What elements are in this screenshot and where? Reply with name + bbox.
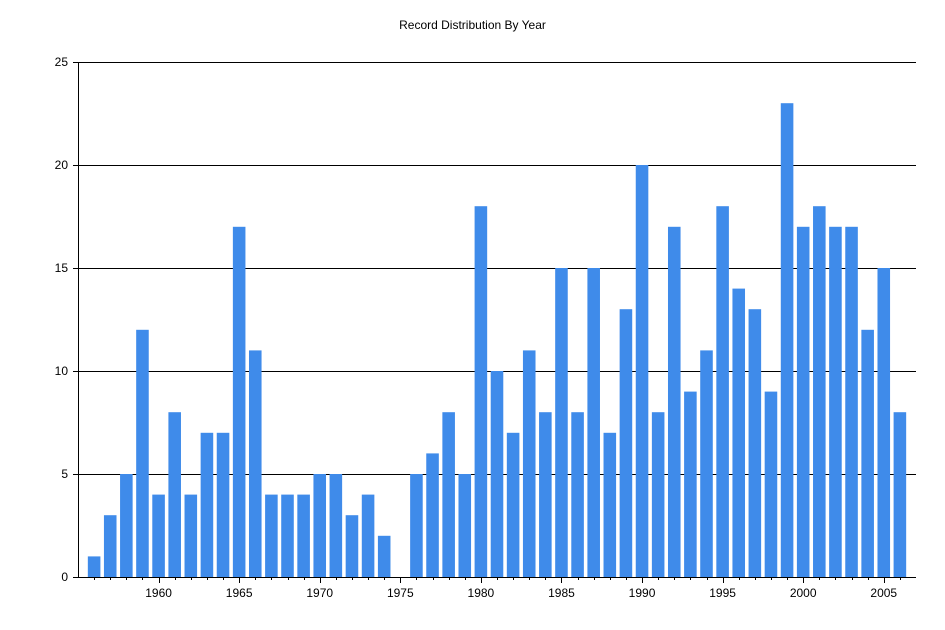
bar: [684, 391, 697, 577]
x-tick-label: 1975: [387, 586, 414, 600]
bar: [200, 432, 214, 577]
bar: [232, 226, 246, 578]
bar: [426, 453, 439, 577]
bar: [748, 309, 762, 577]
bar: [377, 535, 391, 577]
x-tick-label: 1980: [468, 586, 495, 600]
bar: [700, 350, 713, 577]
bar: [103, 515, 117, 577]
bar: [297, 494, 310, 577]
y-tick-label: 5: [61, 467, 68, 481]
bar: [845, 226, 858, 578]
bar: [329, 474, 343, 577]
bar: [732, 288, 746, 577]
bar: [635, 165, 649, 577]
bar: [587, 268, 600, 577]
bar: [216, 432, 230, 577]
x-tick-label: 1985: [548, 586, 575, 600]
bar: [780, 103, 794, 577]
bar: [667, 226, 681, 578]
bar: [87, 556, 101, 577]
bar: [603, 432, 617, 577]
bar: [539, 412, 552, 577]
bar: [265, 494, 278, 577]
bar: [458, 474, 472, 577]
x-tick-label: 1995: [709, 586, 736, 600]
bar: [619, 309, 633, 577]
bar: [410, 474, 423, 577]
x-tick-label: 1960: [145, 586, 172, 600]
axes: 0 5 10 15 20 25 1960 1965 1970 1975 1980 1985 1990 19…: [55, 55, 916, 600]
bar: [522, 350, 536, 577]
bar: [651, 412, 665, 577]
bar: [168, 412, 181, 577]
bar: [120, 474, 133, 577]
bar: [474, 206, 488, 577]
x-tick-label: 2000: [790, 586, 817, 600]
y-tick-label: 10: [55, 364, 69, 378]
bar: [893, 412, 907, 577]
bar: [877, 268, 891, 577]
bar: [555, 268, 568, 577]
bar: [184, 494, 198, 577]
bar: [490, 371, 504, 577]
x-tick-label: 2005: [870, 586, 897, 600]
x-tick-label: 1990: [629, 586, 656, 600]
y-tick-label: 0: [61, 570, 68, 584]
bar: [506, 432, 520, 577]
bar: [152, 494, 165, 577]
x-tick-label: 1965: [226, 586, 253, 600]
bar: [313, 474, 327, 577]
bar: [716, 206, 729, 577]
bar: [345, 515, 359, 577]
y-tick-label: 25: [55, 55, 69, 69]
bar: [861, 329, 874, 577]
y-tick-label: 20: [55, 158, 69, 172]
bar: [571, 412, 584, 577]
bar: [442, 412, 455, 577]
bar: [361, 494, 375, 577]
bar: [764, 391, 778, 577]
bar: [796, 226, 810, 578]
bar: [829, 226, 842, 578]
chart-title: Record Distribution By Year: [399, 18, 546, 32]
bar: [248, 350, 262, 577]
bar: [136, 329, 149, 577]
bar: [813, 206, 826, 577]
bar: [281, 494, 294, 577]
y-tick-label: 15: [55, 261, 69, 275]
bars: [87, 103, 907, 578]
x-tick-label: 1970: [306, 586, 333, 600]
